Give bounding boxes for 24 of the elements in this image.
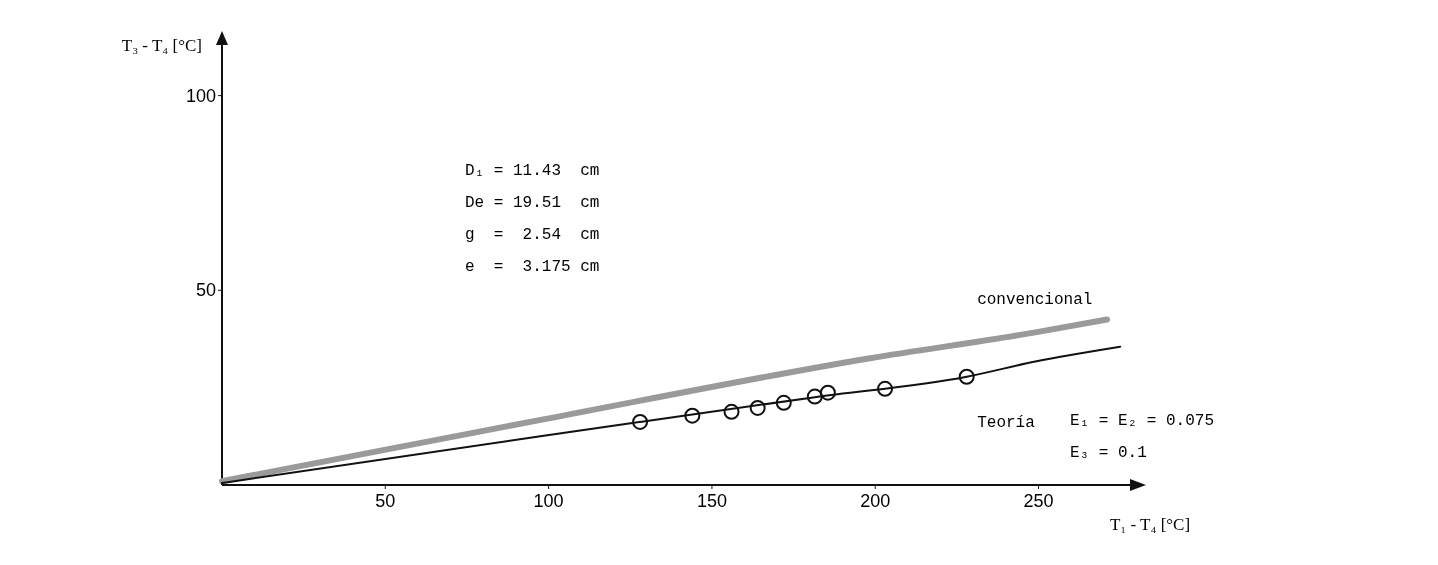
- point: [723, 403, 740, 420]
- x-tick-label: 150: [696, 491, 727, 511]
- annotation: E₃ = 0.1: [1070, 444, 1147, 462]
- y-axis-title: T₃ - T₄ [°C]: [121, 36, 202, 55]
- point: [632, 413, 649, 430]
- point: [819, 384, 836, 401]
- text: Teoría: [977, 413, 1036, 432]
- x-axis-title: T₁ - T₄ [°C]: [1109, 515, 1191, 534]
- x-tick-label: 50: [375, 491, 396, 511]
- x-tick-label: 250: [1023, 491, 1054, 511]
- point: [775, 394, 792, 411]
- x-tick-label: 100: [533, 491, 564, 511]
- point: [806, 388, 823, 405]
- annotation: D₁ = 11.43 cm: [465, 162, 600, 180]
- annotation: g = 2.54 cm: [465, 226, 600, 244]
- point: [877, 380, 894, 397]
- point: [958, 368, 975, 385]
- annotation: E₁ = E₂ = 0.075: [1070, 412, 1215, 430]
- point: [684, 407, 701, 424]
- series-label: convencional: [977, 290, 1093, 309]
- point: [749, 399, 766, 416]
- x-tick-label: 200: [860, 491, 891, 511]
- annotation: e = 3.175 cm: [465, 258, 600, 276]
- annotation: De = 19.51 cm: [465, 194, 600, 212]
